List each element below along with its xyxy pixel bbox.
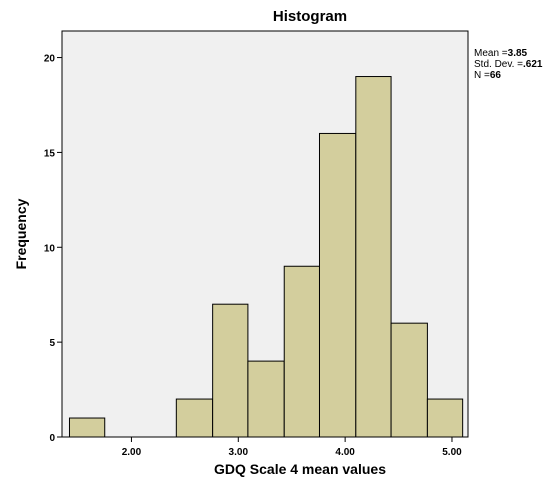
stat-sd-label: Std. Dev. = [474, 59, 523, 70]
histogram-bar-4 [212, 303, 249, 438]
stat-mean: Mean =3.85 [474, 48, 528, 59]
stat-mean-value: 3.85 [508, 48, 528, 59]
bars-group [68, 76, 464, 438]
stat-n: N =66 [474, 70, 501, 81]
y-tick-label: 20 [44, 54, 56, 65]
x-tick-label: 2.00 [122, 447, 142, 458]
histogram-bar-5 [247, 360, 285, 438]
chart-title: Histogram [273, 8, 347, 25]
stats-box: Mean =3.85 Std. Dev. =.621 N =66 [474, 48, 543, 81]
y-tick-label: 15 [44, 148, 56, 159]
y-axis-label: Frequency [13, 198, 29, 269]
y-tick-label: 0 [49, 433, 55, 444]
histogram-bar-6 [283, 265, 320, 438]
histogram-bar-0 [68, 417, 106, 438]
x-tick-label: 5.00 [442, 447, 462, 458]
y-axis: 0 5 10 15 20 [44, 54, 62, 444]
x-tick-label: 3.00 [229, 447, 249, 458]
x-axis: 2.00 3.00 4.00 5.00 [122, 437, 462, 458]
stat-n-label: N = [474, 70, 490, 81]
histogram-bar-3 [175, 398, 214, 438]
histogram-bar-10 [426, 398, 464, 438]
histogram-bar-8 [355, 76, 392, 438]
y-tick-label: 10 [44, 243, 56, 254]
stat-n-value: 66 [490, 70, 502, 81]
stat-mean-label: Mean = [474, 48, 508, 59]
histogram-bar-7 [318, 132, 357, 438]
stat-sd-value: .621 [523, 59, 543, 70]
stat-sd: Std. Dev. =.621 [474, 59, 543, 70]
y-tick-label: 5 [49, 338, 55, 349]
x-axis-label: GDQ Scale 4 mean values [214, 461, 386, 477]
x-tick-label: 4.00 [335, 447, 355, 458]
histogram-bar-9 [390, 322, 428, 438]
